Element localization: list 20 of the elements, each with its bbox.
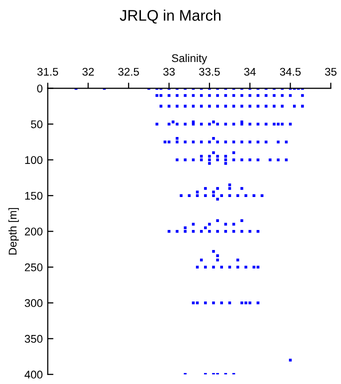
- y-tick-label: 150: [25, 192, 42, 200]
- y-tick-label: 350: [24, 334, 42, 343]
- x-axis-title: Salinity: [172, 54, 208, 64]
- y-tick-label: 0: [37, 84, 42, 92]
- y-tick-label: 300: [24, 299, 42, 308]
- x-tick-label: 32: [82, 68, 94, 76]
- x-tick-label: 34.5: [280, 68, 301, 76]
- x-tick-label: 33: [163, 68, 175, 76]
- y-axis-title: Depth [m]: [8, 208, 19, 255]
- y-tick-label: 400: [24, 370, 42, 379]
- x-tick-label: 32.5: [118, 68, 139, 76]
- y-tick-label: 50: [30, 120, 42, 128]
- x-tick-label: 31.5: [37, 68, 58, 76]
- y-tick-label: 200: [24, 228, 42, 236]
- chart-title: JRLQ in March: [120, 10, 220, 24]
- x-tick-label: 34: [244, 68, 256, 76]
- x-tick-label: 35: [325, 68, 336, 76]
- y-tick-label: 100: [25, 156, 42, 164]
- y-tick-label: 250: [24, 263, 42, 272]
- x-tick-label: 33.5: [199, 68, 220, 76]
